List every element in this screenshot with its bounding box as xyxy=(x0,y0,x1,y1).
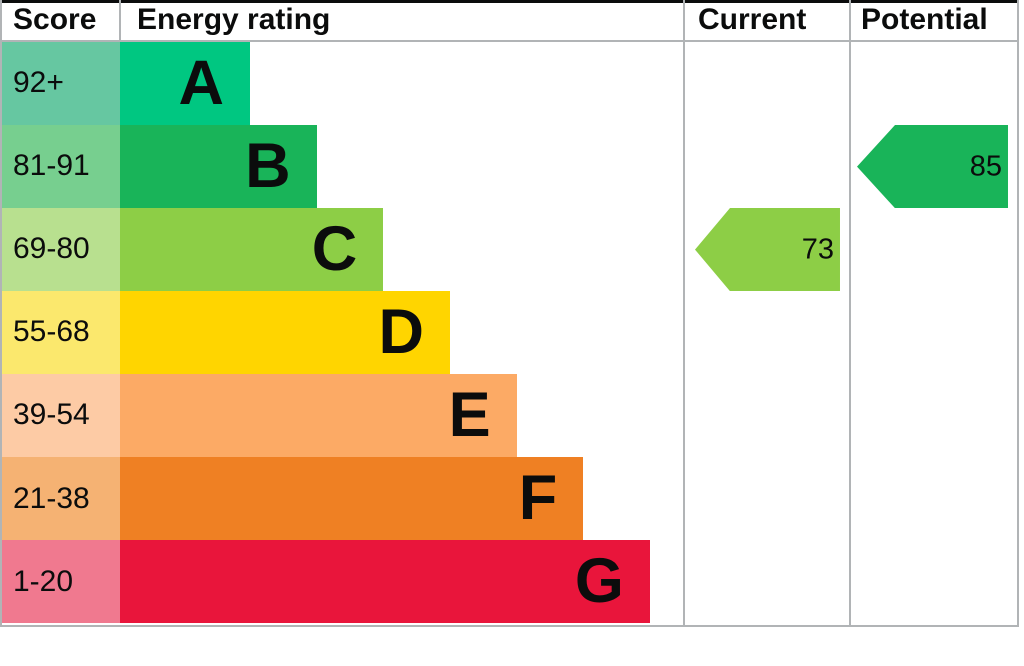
band-row-c: 69-80 C xyxy=(0,207,1017,291)
left-arrow-icon xyxy=(857,124,1008,208)
potential-rating-value: 85 xyxy=(970,150,1002,182)
band-row-d: 55-68 D xyxy=(0,290,1017,374)
table-top-border xyxy=(0,0,1019,3)
score-range-b: 81-91 xyxy=(0,124,120,208)
left-arrow-icon xyxy=(695,208,840,292)
band-row-a: 92+ A xyxy=(0,41,1017,125)
score-range-e: 39-54 xyxy=(0,373,120,457)
column-header-current: Current xyxy=(698,3,807,36)
score-column-divider xyxy=(118,0,121,40)
score-range-g: 1-20 xyxy=(0,540,120,624)
band-bar-e: E xyxy=(120,373,517,457)
score-range-f: 21-38 xyxy=(0,457,120,541)
table-bottom-border xyxy=(0,625,1019,627)
score-range-d: 55-68 xyxy=(0,290,120,374)
band-row-b: 81-91 B xyxy=(0,124,1017,208)
current-rating-value: 73 xyxy=(802,234,834,266)
band-bar-a: A xyxy=(120,41,250,125)
column-header-score: Score xyxy=(13,3,97,36)
table-right-border xyxy=(1017,0,1019,627)
score-range-c: 69-80 xyxy=(0,207,120,291)
column-header-potential: Potential xyxy=(861,3,988,36)
band-bar-f: F xyxy=(120,457,584,541)
band-bar-d: D xyxy=(120,290,450,374)
column-header-energy-rating: Energy rating xyxy=(137,3,331,36)
potential-rating-arrow: 85 xyxy=(857,124,1008,208)
band-row-e: 39-54 E xyxy=(0,373,1017,457)
band-row-g: 1-20 G xyxy=(0,540,1017,624)
header-bottom-border xyxy=(0,39,1019,42)
score-range-a: 92+ xyxy=(0,41,120,125)
band-bar-g: G xyxy=(120,540,650,624)
current-column-divider xyxy=(682,0,685,627)
table-left-border xyxy=(0,0,2,627)
potential-column-divider xyxy=(848,0,851,627)
band-row-f: 21-38 F xyxy=(0,457,1017,541)
band-bar-c: C xyxy=(120,207,384,291)
current-rating-arrow: 73 xyxy=(695,208,840,292)
band-bar-b: B xyxy=(120,124,317,208)
